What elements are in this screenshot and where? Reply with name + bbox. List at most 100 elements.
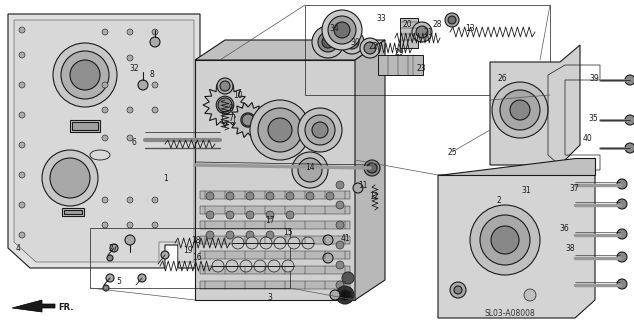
Circle shape	[625, 75, 634, 85]
Circle shape	[152, 107, 158, 113]
Circle shape	[206, 192, 214, 200]
Circle shape	[152, 82, 158, 88]
Circle shape	[212, 260, 224, 272]
Circle shape	[336, 221, 344, 229]
Circle shape	[336, 181, 344, 189]
Text: 9: 9	[229, 103, 233, 113]
Polygon shape	[490, 45, 580, 165]
Circle shape	[282, 260, 294, 272]
Text: SL03-A08008: SL03-A08008	[484, 308, 535, 317]
Circle shape	[138, 274, 146, 282]
Circle shape	[305, 115, 335, 145]
Circle shape	[617, 199, 627, 209]
Circle shape	[298, 108, 342, 152]
Circle shape	[617, 179, 627, 189]
Circle shape	[480, 215, 530, 265]
Circle shape	[254, 260, 266, 272]
Bar	[200, 221, 350, 229]
Circle shape	[226, 192, 234, 200]
Circle shape	[150, 37, 160, 47]
Text: 7: 7	[229, 114, 233, 123]
Circle shape	[102, 29, 108, 35]
Circle shape	[102, 135, 108, 141]
Bar	[200, 236, 350, 244]
Circle shape	[416, 26, 428, 38]
Circle shape	[617, 252, 627, 262]
Polygon shape	[438, 158, 595, 318]
Circle shape	[226, 260, 238, 272]
Circle shape	[340, 30, 364, 54]
Circle shape	[336, 201, 344, 209]
Circle shape	[510, 100, 530, 120]
Text: 25: 25	[447, 148, 457, 156]
Text: 10: 10	[233, 91, 243, 100]
Text: 35: 35	[588, 114, 598, 123]
Circle shape	[152, 222, 158, 228]
Circle shape	[19, 232, 25, 238]
Circle shape	[246, 231, 254, 239]
Circle shape	[127, 197, 133, 203]
Circle shape	[19, 27, 25, 33]
Text: 38: 38	[565, 244, 575, 252]
Circle shape	[161, 251, 169, 259]
Circle shape	[454, 286, 462, 294]
Circle shape	[19, 172, 25, 178]
Circle shape	[336, 261, 344, 269]
Text: 11: 11	[358, 180, 368, 189]
Circle shape	[246, 192, 254, 200]
Circle shape	[364, 42, 376, 54]
Circle shape	[367, 163, 377, 173]
Circle shape	[326, 192, 334, 200]
Text: 15: 15	[283, 228, 293, 236]
Text: 21: 21	[424, 28, 433, 36]
Text: 5: 5	[117, 276, 122, 285]
Text: FR.: FR.	[58, 303, 74, 313]
Circle shape	[53, 43, 117, 107]
Text: 39: 39	[589, 74, 599, 83]
Circle shape	[216, 96, 234, 114]
Circle shape	[323, 253, 333, 263]
Circle shape	[524, 289, 536, 301]
Circle shape	[292, 152, 328, 188]
Text: 41: 41	[340, 234, 350, 243]
Circle shape	[152, 29, 158, 35]
Text: 4: 4	[16, 244, 20, 252]
Circle shape	[232, 237, 244, 249]
Text: 16: 16	[192, 253, 202, 262]
Text: 28: 28	[432, 20, 442, 28]
Circle shape	[286, 192, 294, 200]
Circle shape	[312, 122, 328, 138]
Text: 12: 12	[369, 191, 378, 201]
Circle shape	[336, 286, 354, 304]
Text: 1: 1	[164, 173, 169, 182]
Circle shape	[364, 160, 380, 176]
Circle shape	[246, 237, 258, 249]
Polygon shape	[203, 83, 247, 127]
Circle shape	[127, 107, 133, 113]
Text: 27: 27	[108, 244, 118, 252]
Text: 20: 20	[402, 20, 412, 28]
Circle shape	[240, 260, 252, 272]
Circle shape	[298, 158, 322, 182]
Polygon shape	[230, 102, 266, 138]
Circle shape	[125, 235, 135, 245]
Circle shape	[323, 235, 333, 245]
Bar	[305, 5, 550, 95]
Text: 19: 19	[183, 245, 193, 254]
Circle shape	[266, 192, 274, 200]
Text: 22: 22	[368, 42, 378, 51]
Circle shape	[617, 229, 627, 239]
Circle shape	[500, 90, 540, 130]
Circle shape	[226, 231, 234, 239]
Polygon shape	[12, 300, 55, 312]
Bar	[200, 251, 350, 259]
Circle shape	[127, 29, 133, 35]
Circle shape	[103, 285, 109, 291]
Polygon shape	[195, 40, 385, 60]
Circle shape	[127, 135, 133, 141]
Circle shape	[102, 82, 108, 88]
Circle shape	[286, 211, 294, 219]
Circle shape	[492, 82, 548, 138]
Bar	[70, 120, 100, 132]
Circle shape	[19, 82, 25, 88]
